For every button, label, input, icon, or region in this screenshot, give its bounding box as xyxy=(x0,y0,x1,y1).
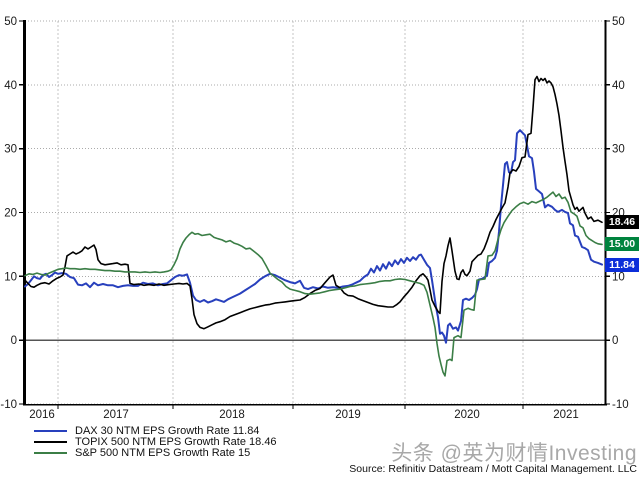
x-axis-label: 2017 xyxy=(103,409,129,421)
legend-item: S&P 500 NTM EPS Growth Rate 15 xyxy=(34,447,277,460)
y-axis-label-left: 0 xyxy=(11,335,17,347)
legend-line-swatch xyxy=(34,429,67,432)
y-axis-label-left: 40 xyxy=(4,80,17,92)
legend-item: TOPIX 500 NTM EPS Growth Rate 18.46 xyxy=(34,436,277,449)
x-axis-label: 2018 xyxy=(219,409,245,421)
price-label-topix-500: 18.46 xyxy=(605,215,639,229)
legend-line-swatch xyxy=(34,452,67,455)
price-label-dax-30: 11.84 xyxy=(605,258,639,272)
y-axis-label-left: 10 xyxy=(4,271,17,283)
y-axis-label-right: 30 xyxy=(612,144,625,156)
legend-item: DAX 30 NTM EPS Growth Rate 11.84 xyxy=(34,424,277,437)
legend-label: S&P 500 NTM EPS Growth Rate 15 xyxy=(75,447,251,460)
legend: DAX 30 NTM EPS Growth Rate 11.84 TOPIX 50… xyxy=(34,425,277,459)
legend-line-swatch xyxy=(34,441,67,444)
watermark-text: 头条 @英为财情Investing xyxy=(391,442,637,465)
series-line-dax-30 xyxy=(24,129,603,344)
y-axis-label-left: 50 xyxy=(4,16,17,28)
y-axis-label-right: 40 xyxy=(612,80,625,92)
legend-label: DAX 30 NTM EPS Growth Rate 11.84 xyxy=(75,424,260,437)
x-axis-label: 2019 xyxy=(335,409,361,421)
y-axis-label-left: 20 xyxy=(4,208,17,220)
y-axis-label-left: -10 xyxy=(0,399,17,411)
y-axis-label-left: 30 xyxy=(4,144,17,156)
legend-label: TOPIX 500 NTM EPS Growth Rate 18.46 xyxy=(75,436,277,449)
series-line-topix-500 xyxy=(24,75,603,330)
price-label-s-p-500: 15.00 xyxy=(605,237,639,251)
series-line-s-p-500 xyxy=(24,191,603,377)
y-axis-label-right: 50 xyxy=(612,16,625,28)
y-axis-label-right: -10 xyxy=(612,399,629,411)
y-axis-label-right: 10 xyxy=(612,271,625,283)
source-attribution: Source: Refinitiv Datastream / Mott Capi… xyxy=(349,463,637,475)
x-axis-label: 2020 xyxy=(454,409,480,421)
y-axis-label-right: 0 xyxy=(612,335,618,347)
x-axis-label: 2016 xyxy=(29,409,55,421)
x-axis-label: 2021 xyxy=(553,409,579,421)
